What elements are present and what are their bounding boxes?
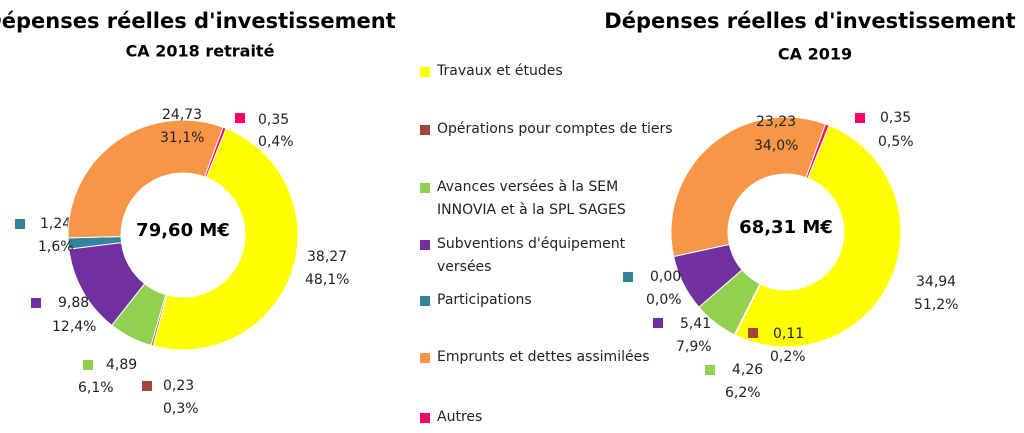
donut-segment (152, 127, 299, 351)
legend-label: Subventions d'équipement versées (437, 236, 626, 275)
center-label: 79,60 M€ (136, 220, 230, 241)
chart-subtitle: CA 2019 (778, 45, 852, 64)
chart-subtitle: CA 2018 retraité (126, 42, 275, 61)
legend-label: Emprunts et dettes assimilées (437, 349, 650, 365)
legend-swatch (420, 67, 430, 77)
legend-item: Emprunts et dettes assimilées (420, 346, 677, 369)
legend-swatch (420, 183, 430, 193)
donut-segment (734, 124, 902, 348)
value-label: 9,88 (58, 295, 89, 311)
donut-segment (670, 116, 827, 258)
percent-label: 0,0% (646, 292, 682, 308)
donut-segment (67, 119, 224, 239)
value-label: 4,89 (106, 357, 137, 373)
legend-swatch (420, 125, 430, 135)
chart-title: Dépenses réelles d'investissement (0, 9, 396, 33)
legend-label: Opérations pour comptes de tiers (437, 121, 673, 137)
label-marker (855, 113, 865, 123)
label-marker (705, 365, 715, 375)
label-marker (31, 298, 41, 308)
value-label: 0,23 (163, 378, 194, 394)
value-label: 38,27 (307, 249, 347, 265)
percent-label: 0,5% (878, 134, 914, 150)
legend-item: Participations (420, 289, 677, 312)
value-label: 24,73 (162, 107, 202, 123)
legend-label: Travaux et études (437, 63, 563, 79)
legend-item: Autres (420, 406, 677, 429)
legend-label: Avances versées à la SEM INNOVIA et à la… (437, 179, 626, 218)
value-label: 4,26 (732, 362, 763, 378)
legend-item: Avances versées à la SEM INNOVIA et à la… (420, 176, 677, 222)
value-label: 0,00 (650, 269, 681, 285)
label-marker (623, 272, 633, 282)
legend-swatch (420, 413, 430, 423)
percent-label: 0,4% (258, 134, 294, 150)
label-marker (235, 113, 245, 123)
value-label: 34,94 (916, 274, 956, 290)
percent-label: 1,6% (38, 239, 74, 255)
value-label: 5,41 (680, 316, 711, 332)
label-marker (748, 328, 758, 338)
value-label: 0,35 (258, 112, 289, 128)
legend-item: Subventions d'équipement versées (420, 233, 677, 279)
center-label: 68,31 M€ (739, 217, 833, 238)
legend-swatch (420, 296, 430, 306)
label-marker (142, 381, 152, 391)
percent-label: 31,1% (160, 130, 204, 146)
legend-item: Travaux et études (420, 60, 677, 83)
donut-segment (203, 126, 227, 179)
label-marker (282, 252, 292, 262)
legend-swatch (420, 240, 430, 250)
percent-label: 0,2% (770, 349, 806, 365)
value-label: 23,23 (756, 114, 796, 130)
legend-swatch (420, 353, 430, 363)
chart-title: Dépenses réelles d'investissement (604, 9, 1015, 33)
legend-label: Participations (437, 292, 532, 308)
donut-segment (805, 123, 830, 179)
percent-label: 34,0% (754, 138, 798, 154)
legend-item: Opérations pour comptes de tiers (420, 118, 677, 141)
label-marker (653, 318, 663, 328)
label-marker (83, 360, 93, 370)
legend-label: Autres (437, 409, 483, 425)
percent-label: 6,2% (725, 385, 761, 401)
percent-label: 7,9% (676, 339, 712, 355)
percent-label: 48,1% (305, 272, 349, 288)
value-label: 1,24 (40, 216, 71, 232)
percent-label: 6,1% (78, 380, 114, 396)
value-label: 0,35 (880, 110, 911, 126)
percent-label: 12,4% (52, 319, 96, 335)
percent-label: 51,2% (914, 297, 958, 313)
value-label: 0,11 (773, 326, 804, 342)
percent-label: 0,3% (163, 401, 199, 417)
label-marker (15, 219, 25, 229)
